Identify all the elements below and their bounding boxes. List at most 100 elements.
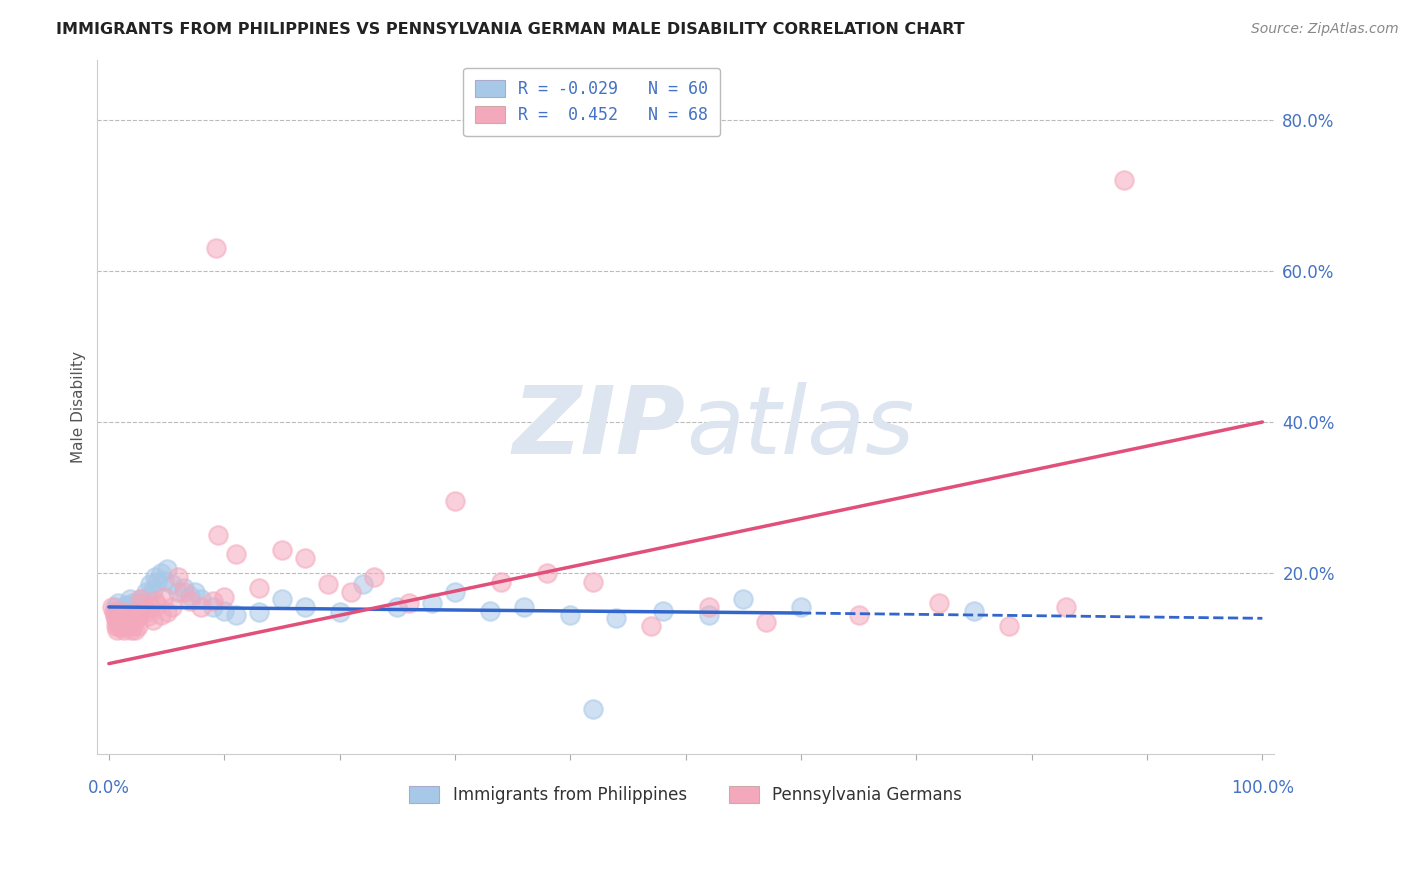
Point — [117, 607, 139, 622]
Point — [127, 607, 149, 622]
Point — [114, 615, 136, 629]
Point — [111, 609, 134, 624]
Point — [115, 619, 138, 633]
Point — [129, 605, 152, 619]
Point — [112, 605, 135, 619]
Point — [271, 543, 294, 558]
Point — [1054, 599, 1077, 614]
Point — [110, 604, 132, 618]
Point — [105, 605, 128, 619]
Point — [190, 599, 212, 614]
Point — [110, 615, 132, 629]
Point — [1112, 173, 1135, 187]
Point — [790, 599, 813, 614]
Point — [651, 604, 673, 618]
Point — [153, 574, 176, 588]
Point — [363, 570, 385, 584]
Point — [225, 607, 247, 622]
Point — [143, 594, 166, 608]
Point — [129, 605, 152, 619]
Point — [420, 596, 443, 610]
Point — [173, 585, 195, 599]
Point — [513, 599, 536, 614]
Text: atlas: atlas — [686, 383, 914, 474]
Point — [121, 596, 143, 610]
Point — [124, 623, 146, 637]
Point — [120, 623, 142, 637]
Point — [117, 599, 139, 614]
Point — [117, 609, 139, 624]
Point — [928, 596, 950, 610]
Point — [136, 590, 159, 604]
Point — [125, 609, 148, 624]
Point — [478, 604, 501, 618]
Point — [104, 599, 127, 614]
Point — [121, 609, 143, 624]
Point — [124, 601, 146, 615]
Point — [114, 605, 136, 619]
Point — [997, 619, 1019, 633]
Point — [132, 599, 155, 614]
Text: 100.0%: 100.0% — [1230, 779, 1294, 797]
Point — [135, 585, 157, 599]
Point — [127, 619, 149, 633]
Point — [107, 607, 129, 622]
Point — [107, 616, 129, 631]
Point — [143, 570, 166, 584]
Point — [201, 599, 224, 614]
Point — [112, 623, 135, 637]
Point — [118, 592, 141, 607]
Point — [110, 609, 132, 624]
Point — [387, 599, 409, 614]
Point — [139, 599, 162, 614]
Point — [132, 596, 155, 610]
Point — [110, 611, 132, 625]
Point — [155, 605, 177, 619]
Point — [118, 613, 141, 627]
Point — [697, 607, 720, 622]
Point — [212, 604, 235, 618]
Point — [444, 585, 467, 599]
Point — [179, 589, 201, 603]
Point — [184, 585, 207, 599]
Point — [149, 607, 172, 622]
Point — [162, 577, 184, 591]
Point — [167, 570, 190, 584]
Point — [201, 594, 224, 608]
Point — [142, 613, 165, 627]
Point — [352, 577, 374, 591]
Point — [697, 599, 720, 614]
Point — [111, 619, 134, 633]
Point — [536, 566, 558, 580]
Point — [560, 607, 582, 622]
Point — [118, 609, 141, 624]
Point — [294, 599, 316, 614]
Point — [122, 599, 145, 614]
Point — [167, 585, 190, 599]
Text: IMMIGRANTS FROM PHILIPPINES VS PENNSYLVANIA GERMAN MALE DISABILITY CORRELATION C: IMMIGRANTS FROM PHILIPPINES VS PENNSYLVA… — [56, 22, 965, 37]
Point — [179, 594, 201, 608]
Point — [125, 596, 148, 610]
Point — [112, 601, 135, 615]
Point — [155, 562, 177, 576]
Point — [129, 592, 152, 607]
Point — [146, 598, 169, 612]
Point — [848, 607, 870, 622]
Point — [398, 596, 420, 610]
Point — [153, 590, 176, 604]
Point — [340, 585, 363, 599]
Point — [103, 605, 125, 619]
Point — [149, 566, 172, 580]
Point — [444, 494, 467, 508]
Point — [316, 577, 339, 591]
Point — [122, 613, 145, 627]
Point — [225, 547, 247, 561]
Point — [129, 592, 152, 607]
Point — [271, 592, 294, 607]
Point — [329, 605, 352, 619]
Point — [963, 604, 986, 618]
Point — [173, 581, 195, 595]
Legend: Immigrants from Philippines, Pennsylvania Germans: Immigrants from Philippines, Pennsylvani… — [398, 774, 973, 815]
Point — [190, 592, 212, 607]
Point — [755, 615, 778, 629]
